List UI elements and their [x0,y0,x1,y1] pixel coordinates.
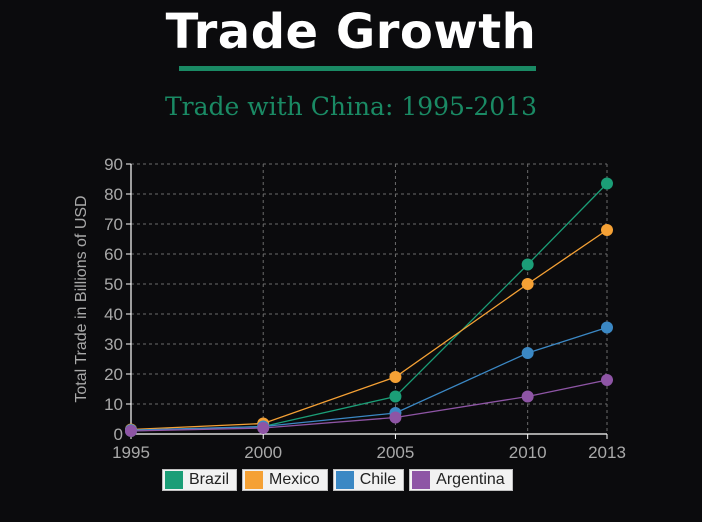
y-tick-label: 40 [104,305,123,324]
y-tick-label: 70 [104,215,123,234]
legend-swatch [165,471,183,489]
y-tick-label: 20 [104,365,123,384]
data-point-mexico [601,224,613,236]
legend-item-chile: Chile [332,469,405,491]
legend-item-brazil: Brazil [162,469,238,491]
y-tick-label: 0 [114,425,123,444]
data-point-argentina [125,425,137,437]
data-point-argentina [257,422,270,434]
y-tick-label: 90 [104,155,123,174]
y-tick-label: 60 [104,245,123,264]
y-tick-label: 50 [104,275,123,294]
x-tick-label: 2005 [377,443,415,462]
legend-label: Mexico [269,471,320,488]
y-tick-label: 30 [104,335,123,354]
chart-legend: Brazil Mexico Chile Argentina [162,469,513,491]
chart-subtitle: Trade with China: 1995-2013 [164,92,538,121]
x-tick-label: 2013 [588,443,626,462]
series-line-mexico [130,229,608,431]
legend-swatch [245,471,264,489]
legend-label: Argentina [436,471,505,488]
legend-item-mexico: Mexico [242,469,328,491]
data-point-brazil [601,177,613,190]
data-point-argentina [601,374,613,386]
legend-item-argentina: Argentina [409,469,513,491]
data-point-argentina [521,390,534,403]
data-point-mexico [389,371,402,383]
legend-label: Brazil [189,471,230,488]
series-line-chile [130,326,608,431]
x-tick-label: 2000 [244,443,282,462]
x-tick-label: 2010 [509,443,547,462]
legend-swatch [412,471,431,489]
data-point-chile [601,321,613,334]
x-tick-label: 1995 [112,443,150,462]
y-axis-label: Total Trade in Billions of USD [73,195,90,402]
data-point-mexico [521,278,534,290]
page-title: Trade Growth [165,4,537,60]
data-point-chile [521,347,534,359]
data-point-brazil [521,258,534,271]
legend-swatch [335,471,354,489]
data-point-argentina [389,411,402,424]
series-line-brazil [130,183,608,432]
legend-label: Chile [359,471,397,488]
data-point-brazil [389,390,402,403]
y-tick-label: 10 [104,395,123,414]
series-line-argentina [130,379,608,432]
y-tick-label: 80 [104,185,123,204]
title-underline [179,66,536,71]
